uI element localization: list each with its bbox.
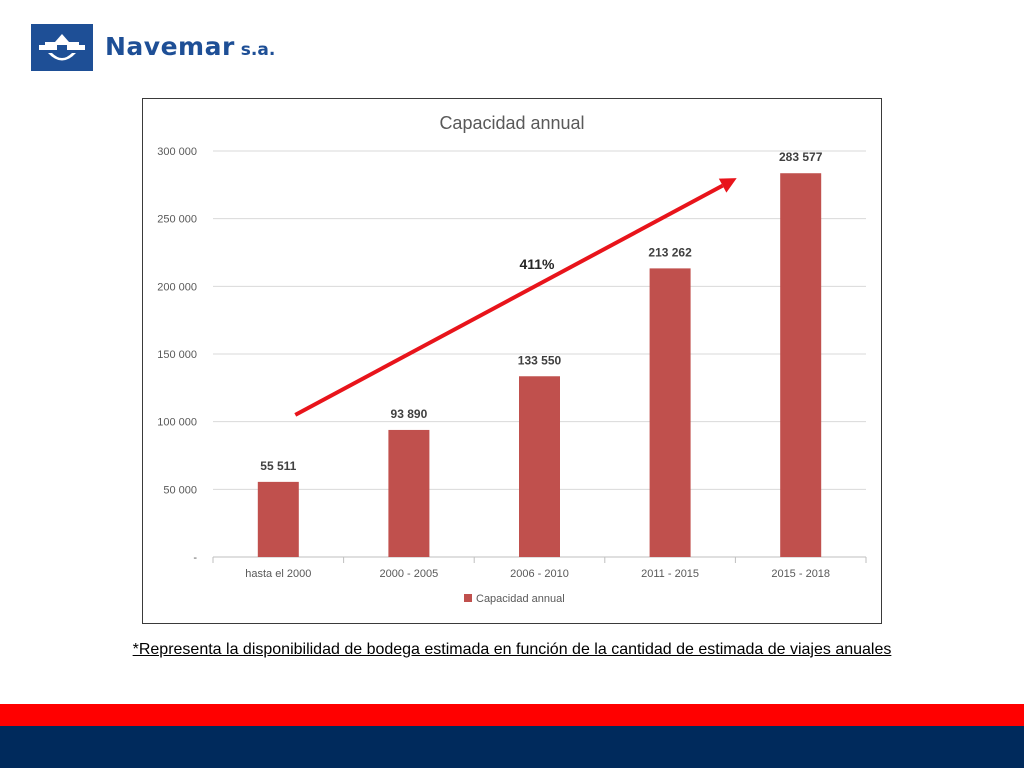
y-tick-label: 300 000 [157,146,197,158]
y-tick-label: 50 000 [163,484,197,496]
bar [780,173,822,557]
x-tick-label: hasta el 2000 [245,568,311,580]
bar [649,268,691,557]
navemar-logo-icon [31,24,93,71]
data-label: 55 511 [260,459,296,473]
y-tick-label: 250 000 [157,214,197,226]
brand-suffix: s.a. [240,40,276,60]
chart-title: Capacidad annual [439,113,584,133]
growth-arrow-line [294,183,724,417]
bar [388,429,430,557]
legend-label: Capacidad annual [476,593,565,605]
bar [257,481,299,557]
growth-arrow-head [718,178,737,193]
x-tick-label: 2011 - 2015 [641,568,699,580]
bar [519,376,560,557]
growth-annotation: 411% [519,256,555,272]
navemar-logo: Navemar s.a. [31,24,301,72]
footer-blue-band [0,726,1024,768]
data-label: 283 577 [779,150,823,164]
footnote: *Representa la disponibilidad de bodega … [132,641,892,658]
legend-swatch [464,594,472,602]
x-tick-label: 2015 - 2018 [771,568,830,580]
capacity-bar-chart: Capacidad annual - 50 000 100 000 150 000 200… [157,113,867,605]
brand-name: Navemar [105,32,235,61]
x-tick-label: 2000 - 2005 [380,568,439,580]
chart-frame: Capacidad annual - 50 000 100 000 150 000 200… [142,98,882,624]
data-label: 133 550 [518,353,562,367]
footer-red-band [0,704,1024,726]
y-tick-label: 100 000 [157,417,197,429]
navemar-logo-text: Navemar s.a. [105,32,275,61]
x-tick-label: 2006 - 2010 [510,568,569,580]
data-label: 93 890 [391,407,428,421]
data-label: 213 262 [648,245,692,259]
navemar-logo-icon-graphic [39,34,85,61]
y-tick-label: 150 000 [157,349,197,361]
y-tick-label: - [193,552,197,564]
y-tick-label: 200 000 [157,281,197,293]
